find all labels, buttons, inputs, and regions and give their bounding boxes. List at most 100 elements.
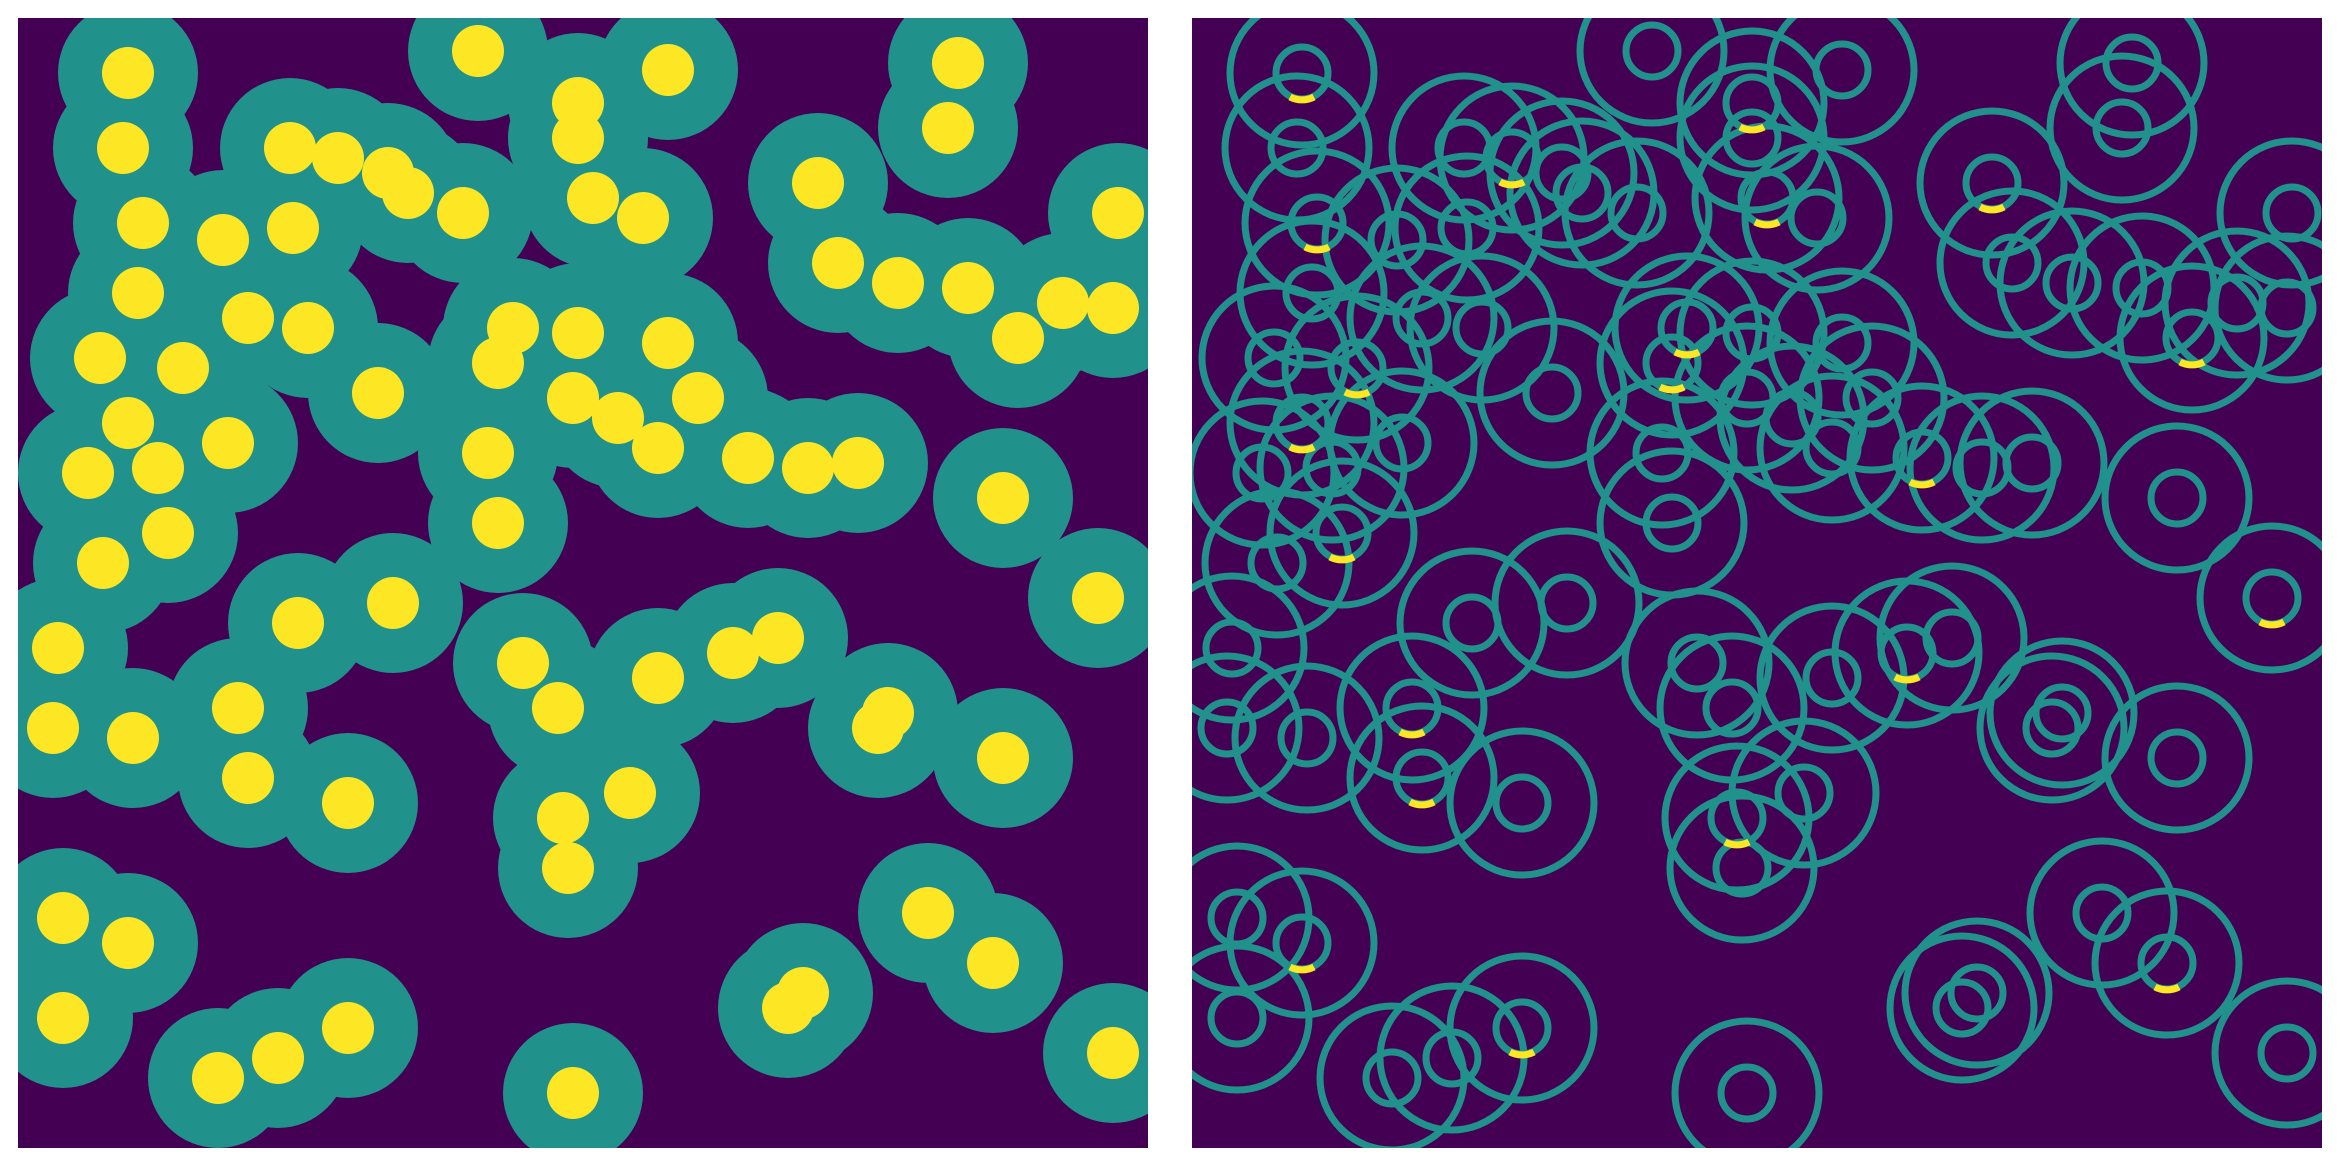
overlap-segment — [1508, 1048, 1536, 1059]
particle-contour — [1642, 493, 1702, 553]
particle — [472, 497, 524, 549]
particle — [1037, 277, 1089, 329]
region-contour — [1576, 18, 1728, 127]
particle — [552, 112, 604, 164]
particle — [707, 627, 759, 679]
overlap-layer — [1288, 93, 2286, 1059]
particle — [192, 1052, 244, 1104]
overlap-segment — [2178, 358, 2206, 369]
overlap-segment — [1398, 728, 1426, 739]
particle — [97, 122, 149, 174]
region-contour — [1876, 562, 2028, 714]
particle-contour — [2002, 433, 2062, 493]
particle — [782, 442, 834, 494]
particle — [552, 307, 604, 359]
particle — [592, 392, 644, 444]
particle — [312, 132, 364, 184]
particle — [547, 1067, 599, 1119]
region-contour — [1436, 82, 1588, 234]
overlap-segment — [1303, 243, 1331, 254]
region-contour — [2211, 977, 2322, 1129]
particle — [107, 712, 159, 764]
particle — [567, 172, 619, 224]
particle-contour — [1277, 708, 1337, 768]
particle — [437, 187, 489, 239]
region-contour — [2196, 522, 2322, 674]
particle — [264, 122, 316, 174]
region-contour — [1241, 147, 1393, 299]
region-contour — [1676, 257, 1828, 409]
particle — [872, 257, 924, 309]
particle — [722, 432, 774, 484]
region-contour — [1192, 572, 1308, 724]
particle — [977, 472, 1029, 524]
particle-contour — [1982, 233, 2042, 293]
particle-contour — [1362, 1048, 1422, 1108]
particle — [62, 447, 114, 499]
particle — [497, 637, 549, 689]
particle — [142, 507, 194, 559]
region-contour — [1671, 1017, 1823, 1148]
particle — [852, 702, 904, 754]
particle-contour — [1622, 21, 1682, 81]
particle — [77, 537, 129, 589]
overlap-segment — [1498, 178, 1526, 189]
region-contour — [1396, 547, 1548, 699]
particle — [604, 767, 656, 819]
particle-contour — [1717, 1063, 1777, 1123]
particle — [102, 917, 154, 969]
particle — [977, 732, 1029, 784]
overlap-segment — [1658, 383, 1686, 394]
particle-contour — [1452, 298, 1512, 358]
particle — [222, 752, 274, 804]
particle — [267, 202, 319, 254]
region-contour — [1281, 292, 1433, 444]
particle — [37, 892, 89, 944]
particle-layer — [27, 25, 1144, 1119]
particle-contour — [2147, 728, 2207, 788]
region-contour — [1976, 652, 2128, 804]
region-contour — [1561, 137, 1713, 289]
particle — [27, 702, 79, 754]
particle-contour — [2257, 1023, 2317, 1083]
overlap-segment — [1328, 553, 1356, 564]
particle — [212, 682, 264, 734]
particle — [157, 342, 209, 394]
particle — [202, 417, 254, 469]
particle-contour — [1812, 40, 1872, 100]
particle — [462, 427, 514, 479]
particle — [642, 44, 694, 96]
region-contour — [2056, 18, 2208, 139]
particle-contour — [1197, 698, 1257, 758]
particle — [487, 302, 539, 354]
particle — [117, 197, 169, 249]
region-contour — [1446, 727, 1598, 879]
region-contour — [1886, 932, 2038, 1084]
overlap-segment — [1753, 218, 1781, 229]
region-contour — [1741, 142, 1893, 294]
particle — [352, 367, 404, 419]
overlap-segment — [1288, 963, 1316, 974]
region-contour — [1986, 637, 2138, 789]
particle-contour — [1932, 978, 1992, 1038]
particle — [37, 992, 89, 1044]
particle — [632, 652, 684, 704]
particle — [542, 842, 594, 894]
particle — [252, 1032, 304, 1084]
particle-contour — [2262, 183, 2322, 243]
particle-contour — [1947, 963, 2007, 1023]
contour-map-image — [1192, 18, 2322, 1148]
particle — [632, 422, 684, 474]
region-contour — [2101, 682, 2253, 834]
region-contour — [1231, 662, 1383, 814]
particle — [547, 372, 599, 424]
overlap-segment — [1908, 478, 1936, 489]
region-contour — [1346, 702, 1498, 854]
particle-contour — [1372, 413, 1432, 473]
overlap-segment — [2258, 618, 2286, 629]
particle — [282, 302, 334, 354]
particle-contour — [1202, 618, 1262, 678]
particle-contour — [1842, 368, 1902, 428]
particle-contour — [2092, 98, 2152, 158]
particle — [942, 262, 994, 314]
